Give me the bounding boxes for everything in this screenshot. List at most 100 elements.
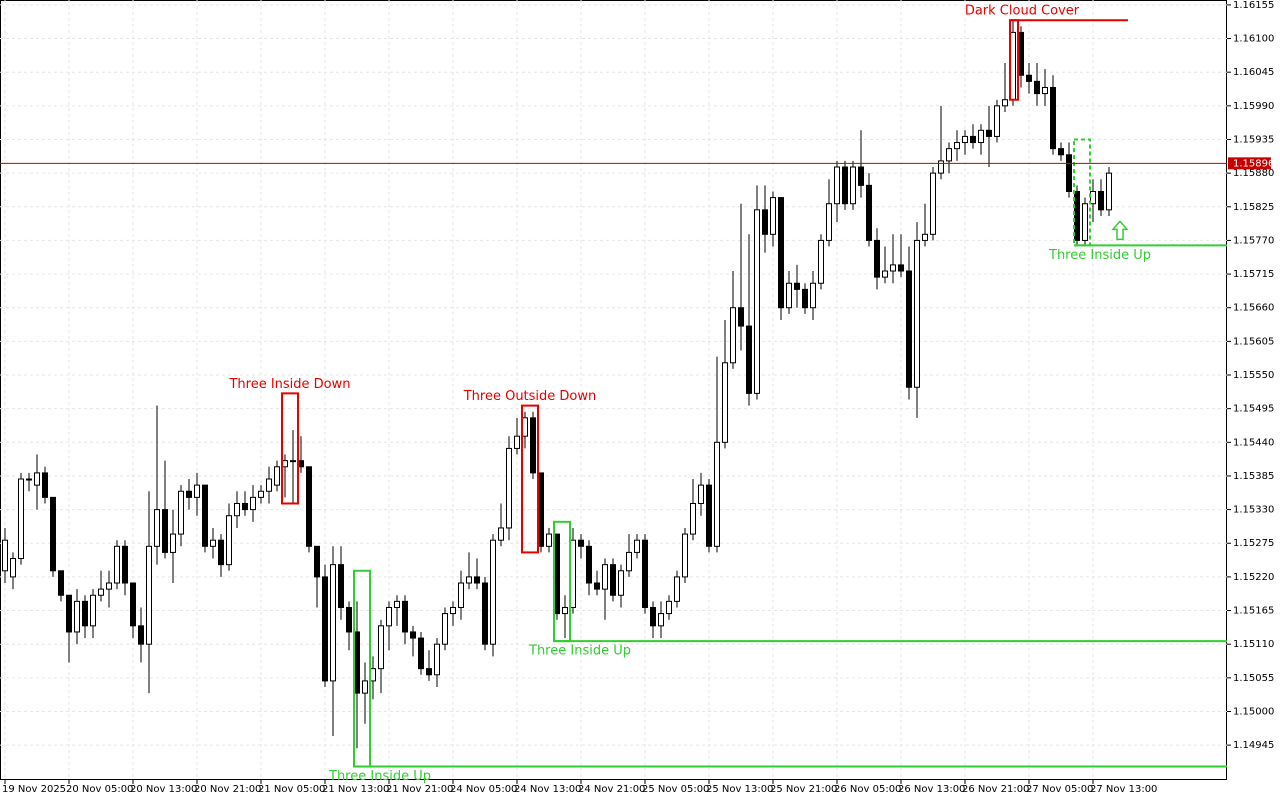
candle-body [570, 539, 576, 608]
candle-body [754, 209, 760, 394]
candle-body [1018, 31, 1024, 76]
y-tick-label: 1.15055 [1233, 673, 1274, 684]
y-tick-label: 1.15495 [1233, 404, 1274, 415]
candle-body [2, 539, 8, 572]
y-tick-label: 1.15385 [1233, 471, 1274, 482]
candle-body [106, 582, 112, 590]
candle-body [578, 539, 584, 547]
candle-body [770, 197, 776, 235]
candle-body [466, 576, 472, 584]
candle-body [162, 509, 168, 553]
x-tick-label: 21 Nov 05:00 [258, 784, 325, 795]
candle-body [866, 184, 872, 241]
y-tick-label: 1.15000 [1233, 706, 1274, 717]
candle-body [658, 613, 664, 627]
candle-body [90, 594, 96, 627]
y-tick-label: 1.15110 [1233, 639, 1274, 650]
candle-body [1074, 190, 1080, 241]
candle-body [794, 282, 800, 290]
pattern-label: Three Outside Down [463, 389, 597, 404]
candle-body [282, 460, 288, 468]
candle-body [626, 551, 632, 572]
y-tick-label: 1.15220 [1233, 572, 1274, 583]
y-tick-label: 1.15715 [1233, 269, 1274, 280]
candle-body [802, 288, 808, 309]
candle-body [698, 484, 704, 504]
candle-body [1090, 190, 1096, 205]
candle-body [354, 631, 360, 694]
x-tick-label: 21 Nov 21:00 [386, 784, 453, 795]
candle-body [562, 606, 568, 615]
y-tick-label: 1.15770 [1233, 235, 1274, 246]
x-tick-label: 19 Nov 2025 [2, 784, 66, 795]
candle-body [594, 582, 600, 590]
candle-body [1098, 190, 1104, 211]
candle-body [690, 502, 696, 535]
candle-body [666, 600, 672, 615]
y-tick-label: 1.15330 [1233, 505, 1274, 516]
x-tick-label: 26 Nov 21:00 [962, 784, 1029, 795]
pattern-label: Three Inside Up [528, 644, 631, 659]
candle-body [122, 545, 128, 584]
candle-body [58, 570, 64, 596]
candle-body [410, 631, 416, 639]
candle-body [1082, 203, 1088, 241]
candle-body [714, 441, 720, 547]
y-tick-label: 1.15605 [1233, 336, 1274, 347]
y-tick-label: 1.14945 [1233, 740, 1274, 751]
x-tick-label: 27 Nov 05:00 [1026, 784, 1093, 795]
y-tick-label: 1.15550 [1233, 370, 1274, 381]
candle-body [586, 545, 592, 584]
candle-body [1050, 86, 1056, 150]
candle-body [546, 533, 552, 547]
candle-body [250, 496, 256, 511]
candle-body [490, 539, 496, 645]
candle-body [650, 606, 656, 627]
plot-frame [0, 0, 1227, 780]
candle-body [154, 509, 160, 547]
candle-body [530, 417, 536, 474]
candle-body [898, 264, 904, 272]
candle-body [266, 478, 272, 492]
candle-body [322, 576, 328, 682]
candle-body [682, 533, 688, 578]
candle-body [834, 166, 840, 205]
pattern-label: Dark Cloud Cover [965, 4, 1080, 19]
candle-body [730, 307, 736, 364]
candle-body [722, 362, 728, 443]
candle-body [18, 478, 24, 560]
candle-body [618, 570, 624, 596]
candle-body [610, 564, 616, 596]
candle-body [874, 239, 880, 278]
candle-body [42, 472, 48, 498]
candle-body [602, 564, 608, 590]
y-tick-label: 1.15825 [1233, 202, 1274, 213]
candle-body [706, 484, 712, 547]
candle-body [498, 527, 504, 541]
y-tick-label: 1.15165 [1233, 606, 1274, 617]
candle-body [818, 239, 824, 284]
candle-body [178, 490, 184, 535]
x-tick-label: 25 Nov 13:00 [706, 784, 773, 795]
candle-body [194, 484, 200, 498]
candle-body [810, 282, 816, 309]
candle-body [746, 325, 752, 394]
candle-body [82, 600, 88, 627]
candle-body [858, 166, 864, 186]
candle-body [514, 435, 520, 449]
candle-body [1042, 86, 1048, 95]
y-tick-label: 1.15880 [1233, 168, 1274, 179]
candle-body [826, 203, 832, 241]
candle-body [674, 576, 680, 602]
candle-body [786, 282, 792, 309]
candle-body [114, 545, 120, 584]
candle-body [314, 545, 320, 578]
x-tick-label: 26 Nov 13:00 [898, 784, 965, 795]
x-tick-label: 20 Nov 13:00 [130, 784, 197, 795]
candle-body [202, 484, 208, 547]
candle-body [370, 668, 376, 682]
candle-body [994, 105, 1000, 137]
x-tick-label: 25 Nov 05:00 [642, 784, 709, 795]
candle-body [146, 545, 152, 645]
